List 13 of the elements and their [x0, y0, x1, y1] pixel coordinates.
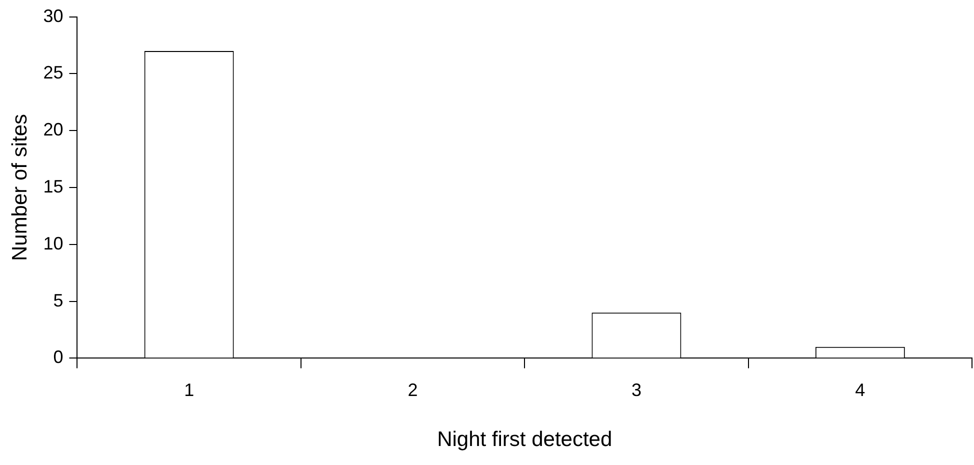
x-tick-label: 1: [184, 380, 194, 400]
x-tick-label: 3: [631, 380, 642, 400]
x-axis-title: Night first detected: [437, 428, 612, 452]
y-tick-label: 30: [43, 6, 64, 26]
y-tick-label: 0: [53, 347, 64, 368]
y-tick-label: 5: [53, 290, 64, 310]
y-tick-label: 15: [43, 176, 64, 196]
x-tick-label: 2: [408, 380, 418, 400]
x-tick-label: 4: [855, 380, 866, 400]
y-tick-label: 20: [43, 120, 64, 140]
y-axis-title: Number of sites: [8, 114, 32, 262]
y-tick-label: 10: [43, 233, 64, 254]
y-tick-label: 25: [43, 62, 64, 83]
